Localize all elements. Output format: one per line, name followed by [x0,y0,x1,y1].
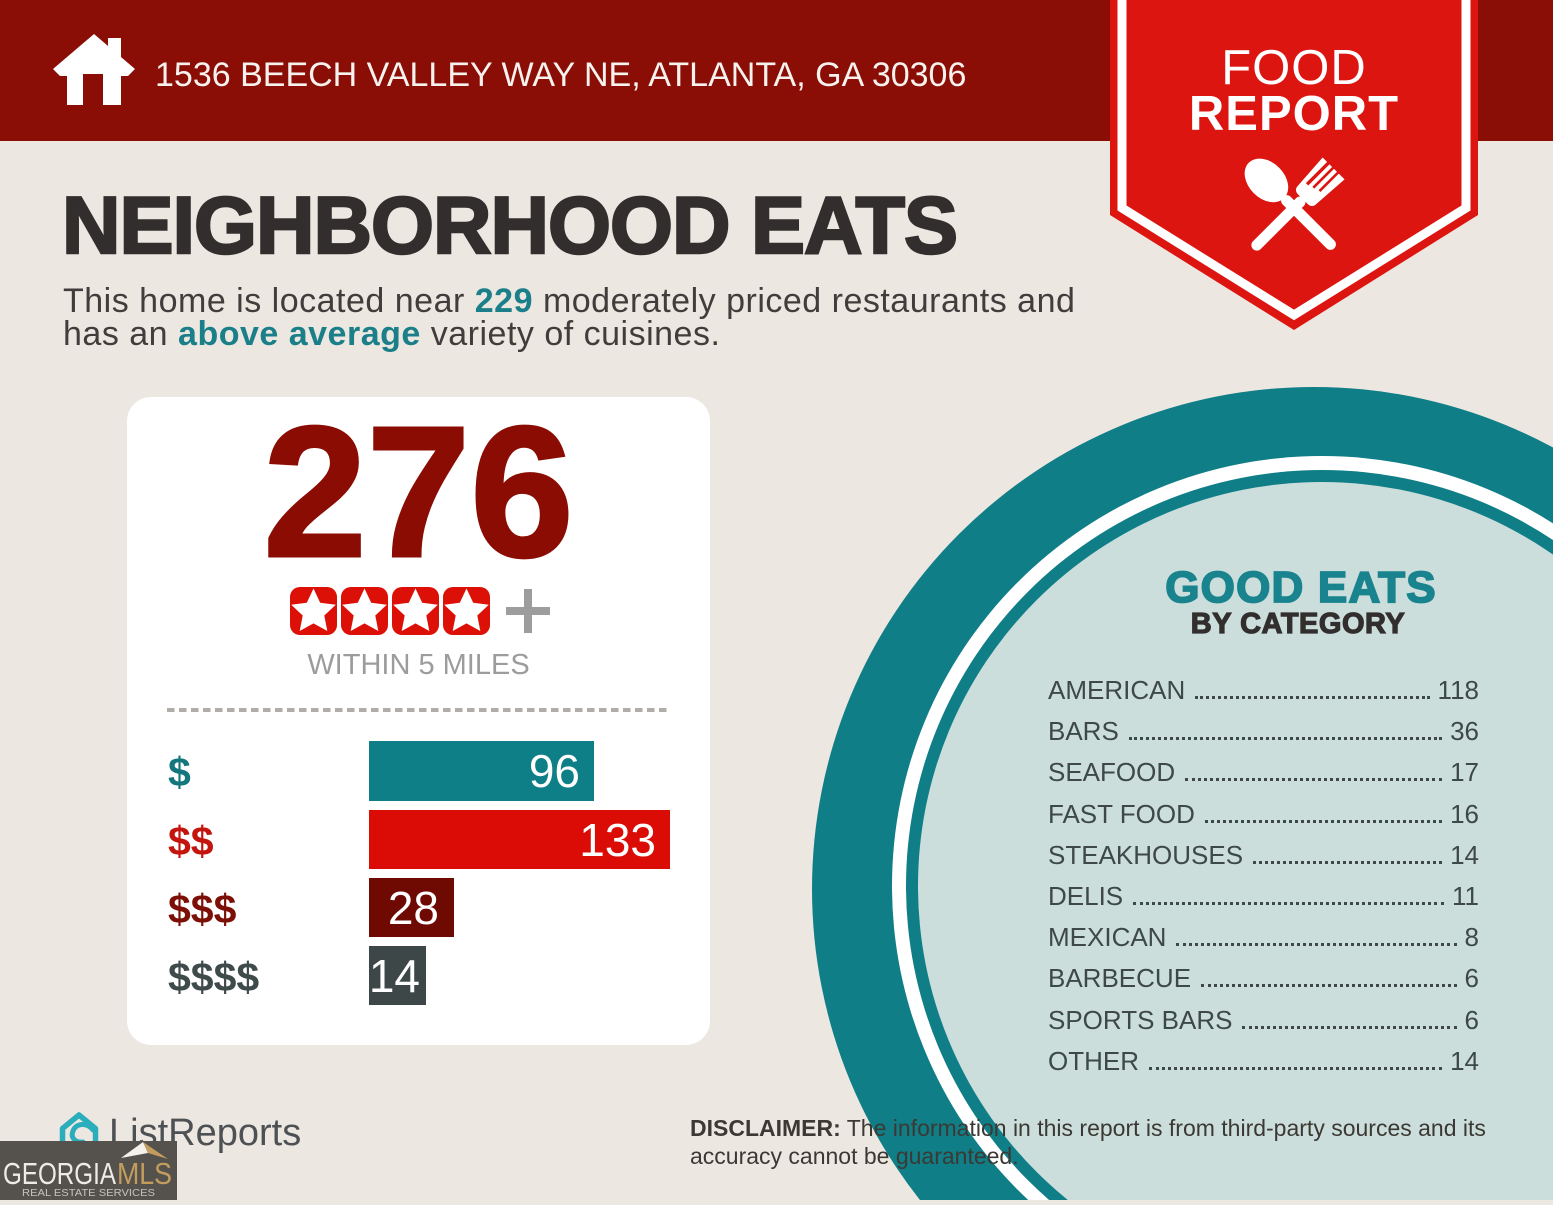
svg-text:GEORGIA: GEORGIA [3,1156,116,1191]
svg-text:REAL ESTATE SERVICES: REAL ESTATE SERVICES [22,1188,155,1199]
svg-text:MLS: MLS [117,1156,172,1191]
